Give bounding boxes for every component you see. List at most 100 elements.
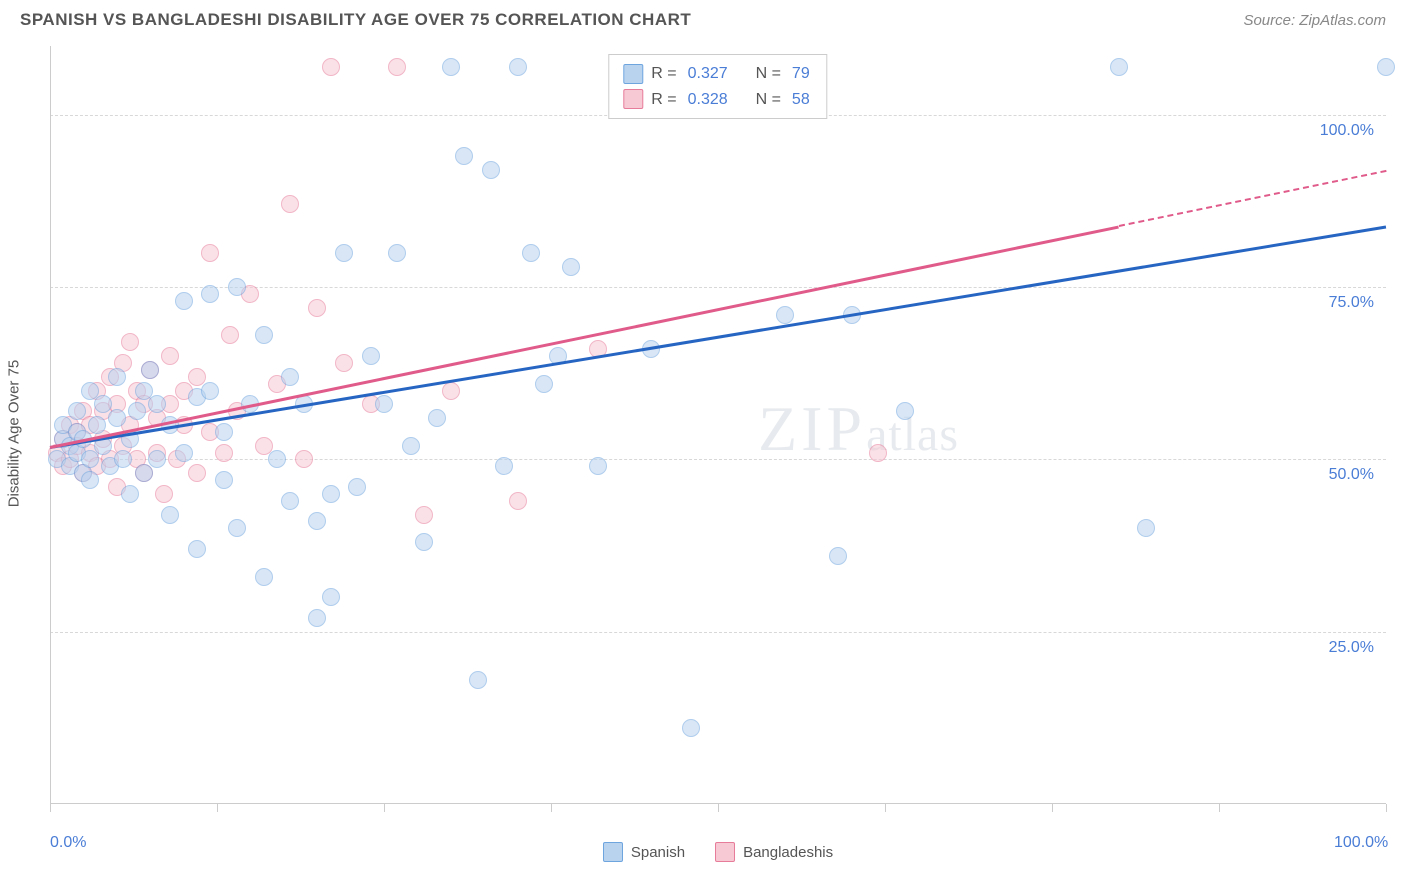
x-tick — [217, 804, 218, 812]
r-label: R = — [651, 61, 676, 87]
y-tick-label: 75.0% — [1329, 294, 1374, 312]
scatter-chart: Disability Age Over 75 25.0%50.0%75.0%10… — [50, 46, 1386, 804]
chart-title: SPANISH VS BANGLADESHI DISABILITY AGE OV… — [20, 10, 691, 30]
spanish-point — [175, 292, 193, 310]
legend-label: Bangladeshis — [743, 844, 833, 861]
spanish-point — [175, 444, 193, 462]
bangladeshis-point — [335, 354, 353, 372]
x-tick — [1052, 804, 1053, 812]
spanish-point — [776, 306, 794, 324]
legend-bottom: Spanish Bangladeshis — [50, 842, 1386, 862]
x-tick — [885, 804, 886, 812]
y-axis — [50, 46, 51, 804]
legend-row-bangladeshis: R = 0.328 N = 58 — [623, 87, 812, 113]
spanish-point — [322, 485, 340, 503]
spanish-point — [148, 395, 166, 413]
spanish-point — [68, 402, 86, 420]
spanish-point — [1110, 58, 1128, 76]
r-label: R = — [651, 87, 676, 113]
x-tick — [50, 804, 51, 812]
bangladeshis-point — [442, 382, 460, 400]
spanish-point — [81, 471, 99, 489]
bangladeshis-point — [121, 333, 139, 351]
bangladeshis-point — [155, 485, 173, 503]
spanish-point — [228, 519, 246, 537]
spanish-point — [455, 147, 473, 165]
y-axis-label: Disability Age Over 75 — [6, 360, 23, 508]
spanish-point — [375, 395, 393, 413]
bangladeshis-point — [215, 444, 233, 462]
spanish-point — [308, 609, 326, 627]
spanish-point — [255, 568, 273, 586]
bangladeshis-point — [869, 444, 887, 462]
spanish-point — [161, 506, 179, 524]
spanish-point — [281, 368, 299, 386]
spanish-point — [335, 244, 353, 262]
spanish-point — [362, 347, 380, 365]
bangladeshis-swatch — [623, 89, 643, 109]
bangladeshis-swatch — [715, 842, 735, 862]
spanish-point — [509, 58, 527, 76]
spanish-swatch — [603, 842, 623, 862]
spanish-point — [281, 492, 299, 510]
y-tick-label: 50.0% — [1329, 466, 1374, 484]
watermark: ZIPatlas — [758, 392, 959, 466]
spanish-point — [201, 382, 219, 400]
spanish-point — [562, 258, 580, 276]
x-tick — [384, 804, 385, 812]
legend-label: Spanish — [631, 844, 685, 861]
plot-area: 25.0%50.0%75.0%100.0%0.0%100.0%ZIPatlasR… — [50, 46, 1386, 804]
spanish-point — [201, 285, 219, 303]
x-tick — [1386, 804, 1387, 812]
spanish-point — [215, 471, 233, 489]
spanish-point — [148, 450, 166, 468]
bangladeshis-point — [188, 464, 206, 482]
spanish-point — [682, 719, 700, 737]
spanish-point — [415, 533, 433, 551]
spanish-point — [1137, 519, 1155, 537]
spanish-point — [442, 58, 460, 76]
spanish-point — [215, 423, 233, 441]
x-tick — [551, 804, 552, 812]
bangladeshis-point — [509, 492, 527, 510]
r-value: 0.327 — [688, 61, 728, 87]
spanish-point — [188, 540, 206, 558]
spanish-point — [108, 409, 126, 427]
spanish-point — [402, 437, 420, 455]
trend-line — [50, 225, 1386, 448]
spanish-point — [121, 485, 139, 503]
bangladeshis-point — [201, 244, 219, 262]
bangladeshis-point — [388, 58, 406, 76]
spanish-point — [348, 478, 366, 496]
spanish-point — [829, 547, 847, 565]
legend-row-spanish: R =0.327 N =79 — [623, 61, 812, 87]
spanish-point — [896, 402, 914, 420]
spanish-point — [108, 368, 126, 386]
bangladeshis-point — [161, 347, 179, 365]
n-value: 79 — [792, 61, 810, 87]
spanish-point — [322, 588, 340, 606]
x-tick — [718, 804, 719, 812]
spanish-point — [268, 450, 286, 468]
n-value: 58 — [792, 87, 810, 113]
n-label: N = — [756, 87, 781, 113]
spanish-point — [482, 161, 500, 179]
spanish-point — [128, 402, 146, 420]
legend-item-bangladeshis: Bangladeshis — [715, 842, 833, 862]
bangladeshis-point — [308, 299, 326, 317]
spanish-point — [428, 409, 446, 427]
y-tick-label: 25.0% — [1329, 639, 1374, 657]
spanish-point — [469, 671, 487, 689]
spanish-point — [522, 244, 540, 262]
spanish-point — [81, 450, 99, 468]
legend-item-spanish: Spanish — [603, 842, 685, 862]
trend-line — [1119, 170, 1387, 227]
bangladeshis-point — [281, 195, 299, 213]
r-value: 0.328 — [688, 87, 728, 113]
source-attribution: Source: ZipAtlas.com — [1243, 12, 1386, 29]
spanish-point — [141, 361, 159, 379]
spanish-point — [388, 244, 406, 262]
gridline — [50, 632, 1386, 633]
spanish-point — [135, 464, 153, 482]
spanish-point — [535, 375, 553, 393]
